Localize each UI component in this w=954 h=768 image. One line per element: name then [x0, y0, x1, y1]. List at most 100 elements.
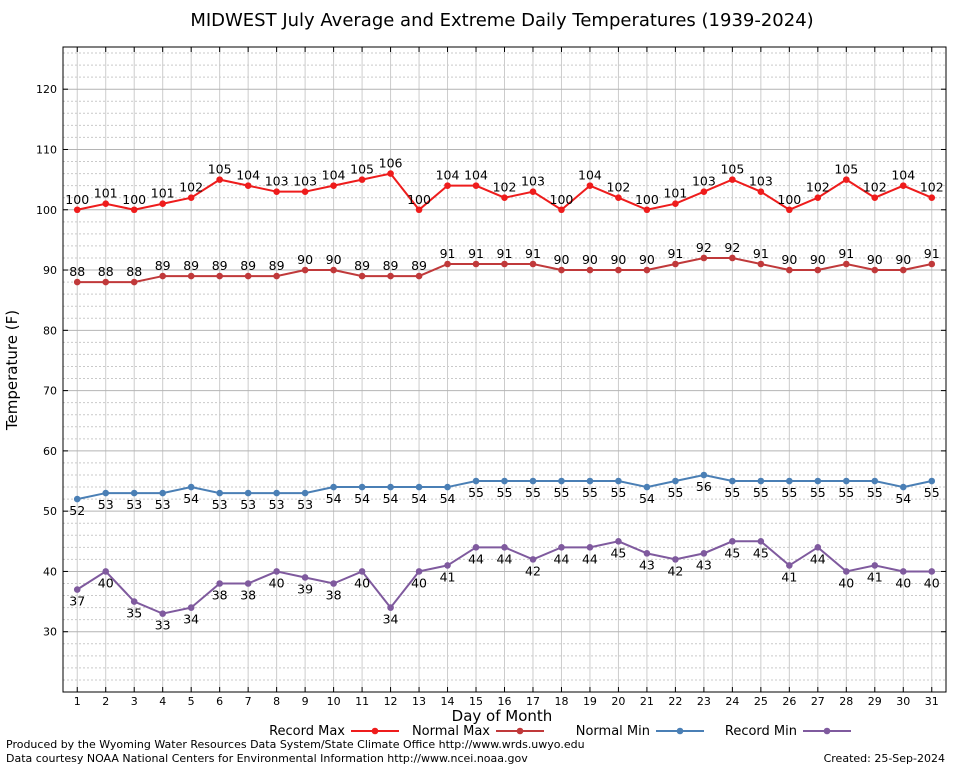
record-max-point [159, 200, 166, 208]
record-min-data-label: 40 [354, 575, 370, 590]
record-max-point [757, 188, 765, 195]
x-tick-label: 24 [725, 695, 739, 708]
footer-produced-by: Produced by the Wyoming Water Resources … [6, 738, 585, 751]
record-max-point [786, 206, 793, 214]
record-min-data-label: 40 [895, 575, 911, 590]
record-min-point [415, 568, 423, 575]
legend-label: Normal Max [412, 724, 490, 739]
record-max-point [444, 182, 451, 189]
record-min-data-label: 45 [610, 545, 626, 560]
normal-max-data-label: 90 [582, 252, 598, 267]
record-max-data-label: 102 [806, 180, 830, 195]
record-min-point [586, 544, 594, 551]
normal-min-point [729, 477, 736, 485]
x-tick-label: 19 [583, 695, 597, 708]
normal-max-point [187, 272, 195, 280]
normal-min-data-label: 54 [895, 491, 911, 506]
normal-min-point [244, 489, 252, 497]
normal-max-point [501, 260, 508, 268]
normal-max-point [73, 278, 81, 286]
normal-max-data-label: 89 [411, 258, 427, 273]
record-max-data-label: 104 [891, 168, 915, 183]
y-tick-label: 120 [36, 83, 57, 96]
record-min-data-label: 44 [582, 551, 598, 566]
record-max-point [586, 182, 594, 189]
x-tick-label: 9 [302, 695, 309, 708]
normal-min-point [415, 483, 423, 491]
record-min-data-label: 41 [781, 569, 797, 584]
x-tick-label: 16 [498, 695, 512, 708]
normal-min-point [700, 471, 708, 479]
record-min-data-label: 44 [497, 551, 513, 566]
chart-title: MIDWEST July Average and Extreme Daily T… [190, 10, 813, 31]
normal-min-point [187, 483, 195, 491]
normal-max-point [330, 266, 337, 274]
normal-min-data-label: 55 [667, 485, 683, 500]
record-min-point [615, 537, 622, 545]
record-max-data-label: 102 [863, 180, 887, 195]
normal-max-point [757, 260, 765, 268]
legend: Record Max Normal Max Normal Min Record Min [269, 724, 851, 739]
normal-min-data-label: 53 [126, 497, 142, 512]
x-tick-label: 1 [74, 695, 81, 708]
y-tick-label: 90 [43, 264, 57, 277]
normal-min-point [529, 477, 537, 485]
normal-min-data-label: 54 [183, 491, 199, 506]
y-tick-label: 80 [43, 324, 57, 337]
legend-label: Record Min [725, 724, 797, 739]
record-max-point [501, 194, 508, 202]
record-min-series: 37 40 35 33 34 38 38 40 39 38 40 34 40 41 44 44 42 44 44 45… [69, 537, 940, 633]
x-tick-label: 20 [611, 695, 625, 708]
x-tick-label: 22 [668, 695, 682, 708]
record-min-data-label: 34 [383, 612, 399, 627]
record-max-data-label: 103 [293, 174, 317, 189]
record-min-point [871, 562, 879, 569]
record-max-data-label: 100 [122, 192, 146, 207]
x-tick-label: 28 [839, 695, 853, 708]
record-max-point [472, 182, 480, 189]
record-min-data-label: 42 [667, 563, 683, 578]
record-max-point [216, 176, 223, 183]
normal-max-point [301, 266, 309, 274]
x-tick-label: 6 [216, 695, 223, 708]
normal-min-data-label: 54 [354, 491, 370, 506]
normal-max-point [928, 260, 936, 268]
normal-max-point [729, 254, 736, 262]
x-tick-label: 30 [896, 695, 910, 708]
normal-max-data-label: 90 [639, 252, 655, 267]
normal-max-data-label: 89 [212, 258, 228, 273]
record-min-point [899, 568, 907, 575]
record-max-data-label: 100 [777, 192, 801, 207]
x-tick-label: 15 [469, 695, 483, 708]
normal-min-data-label: 54 [440, 491, 456, 506]
normal-min-data-label: 53 [212, 497, 228, 512]
normal-min-data-label: 54 [639, 491, 655, 506]
x-tick-label: 2 [102, 695, 109, 708]
series-layer: 100 101 100 101 102 105 104 103 103 104 105 106 100 1… [65, 156, 943, 633]
y-tick-label: 70 [43, 385, 57, 398]
footer-created-date: Created: 25-Sep-2024 [824, 752, 945, 765]
normal-min-data-label: 53 [98, 497, 114, 512]
record-max-data-label: 105 [720, 162, 744, 177]
normal-max-data-label: 91 [667, 246, 683, 261]
normal-max-data-label: 89 [240, 258, 256, 273]
record-max-point [301, 188, 309, 195]
record-max-data-label: 104 [464, 168, 488, 183]
record-max-point [244, 182, 252, 189]
normal-min-point [643, 483, 651, 491]
record-min-data-label: 44 [554, 551, 570, 566]
record-min-data-label: 43 [639, 557, 655, 572]
record-min-data-label: 40 [411, 575, 427, 590]
record-max-point [358, 176, 366, 183]
record-min-point [187, 604, 195, 611]
normal-max-point [899, 266, 907, 274]
normal-max-point [871, 266, 879, 274]
record-min-data-label: 33 [155, 618, 171, 633]
x-tick-label: 13 [412, 695, 426, 708]
record-min-point [928, 568, 936, 575]
normal-max-data-label: 90 [895, 252, 911, 267]
normal-min-data-label: 55 [781, 485, 797, 500]
normal-min-data-label: 55 [610, 485, 626, 500]
normal-min-data-label: 55 [554, 485, 570, 500]
